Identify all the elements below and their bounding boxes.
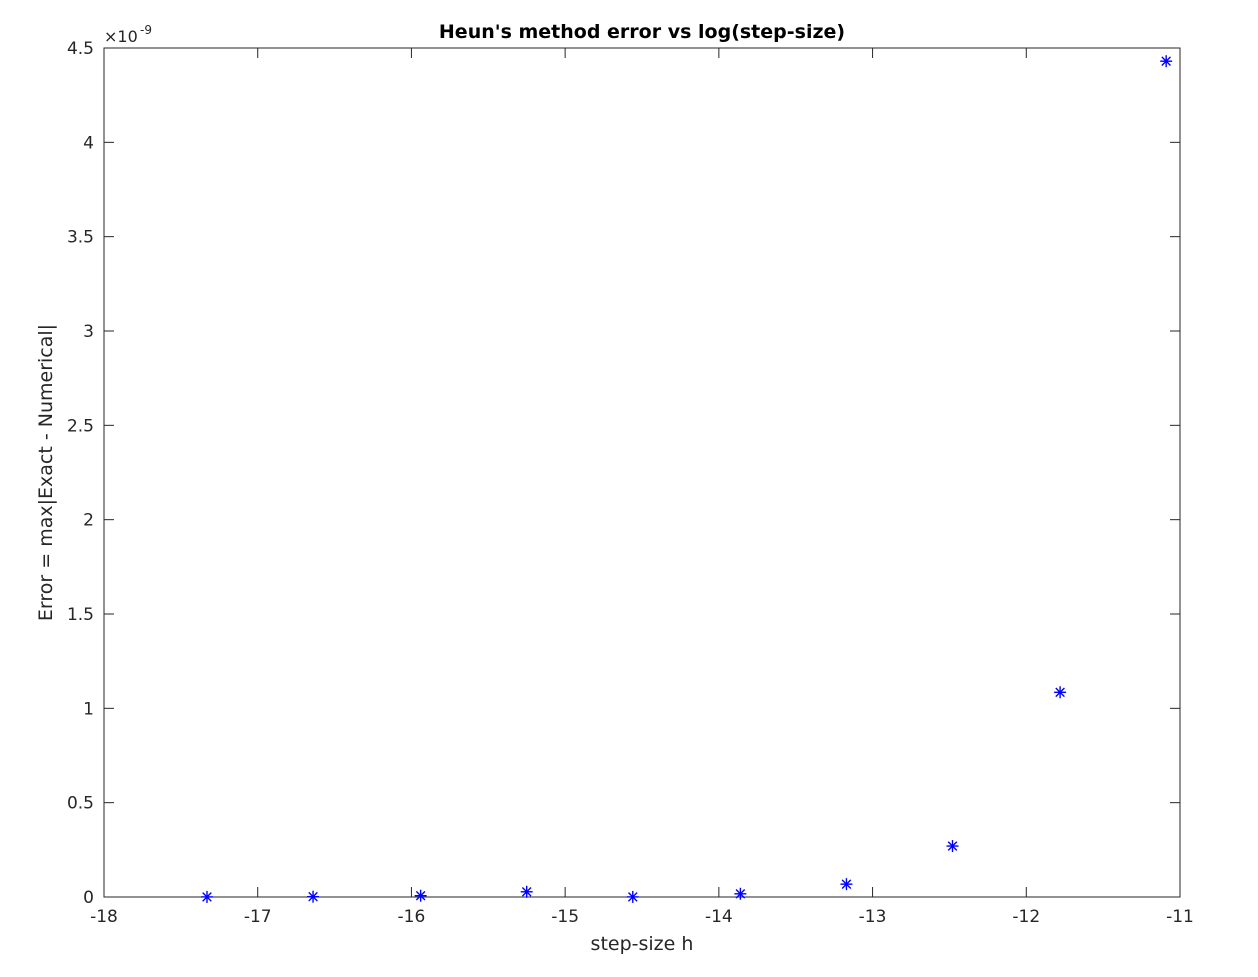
data-point-stroke (735, 888, 746, 899)
y-tick-label: 0.5 (67, 794, 94, 814)
data-point (200, 890, 213, 903)
data-point (307, 890, 320, 903)
chart-title: Heun's method error vs log(step-size) (439, 21, 845, 43)
data-point-stroke (415, 890, 426, 901)
data-point-stroke (1161, 56, 1171, 67)
x-tick-label: -15 (551, 907, 579, 927)
x-tick-label: -12 (1012, 907, 1040, 927)
data-point (520, 885, 533, 898)
y-tick-label: 3 (83, 322, 94, 342)
y-tick-label: 4 (83, 133, 94, 153)
y-tick-label: 1.5 (67, 605, 94, 625)
y-tick-label: 2.5 (67, 416, 94, 436)
data-point (626, 890, 639, 903)
x-axis-label: step-size h (591, 933, 694, 955)
x-tick-label: -11 (1166, 907, 1194, 927)
data-point (1054, 686, 1067, 699)
y-tick-label: 0 (83, 888, 94, 908)
data-point (840, 878, 853, 891)
data-point-stroke (308, 891, 318, 902)
x-tick-label: -18 (90, 907, 118, 927)
y-tick-label: 4.5 (67, 39, 94, 59)
data-point-stroke (1055, 687, 1065, 698)
data-point-stroke (841, 879, 852, 889)
y-axis-label: Error = max|Exact - Numerical| (35, 324, 57, 621)
data-point-stroke (202, 892, 212, 902)
data-point-stroke (947, 841, 958, 851)
data-point (946, 840, 959, 853)
axes-box (103, 47, 1181, 898)
y-tick-label: 2 (83, 511, 94, 531)
plot-area: -18 -17 -16 -15 -14 -13 -12 -11 0 0.5 1 1.5 2 2.5 3 3.5… (67, 39, 1194, 927)
data-point-stroke (627, 892, 638, 902)
data-point (734, 887, 747, 900)
x-tick-label: -14 (705, 907, 733, 927)
y-axis-exponent-label: ×10 -9 (104, 23, 152, 46)
y-tick-label: 3.5 (67, 228, 94, 248)
y-exponent-base: ×10 (104, 27, 138, 46)
y-tick-label: 1 (83, 699, 94, 719)
data-point-stroke (521, 886, 532, 897)
y-exponent-power: -9 (140, 23, 152, 37)
data-point (414, 889, 427, 902)
x-tick-label: -13 (859, 907, 887, 927)
x-tick-label: -16 (398, 907, 426, 927)
data-point (1160, 55, 1173, 68)
x-tick-label: -17 (244, 907, 272, 927)
